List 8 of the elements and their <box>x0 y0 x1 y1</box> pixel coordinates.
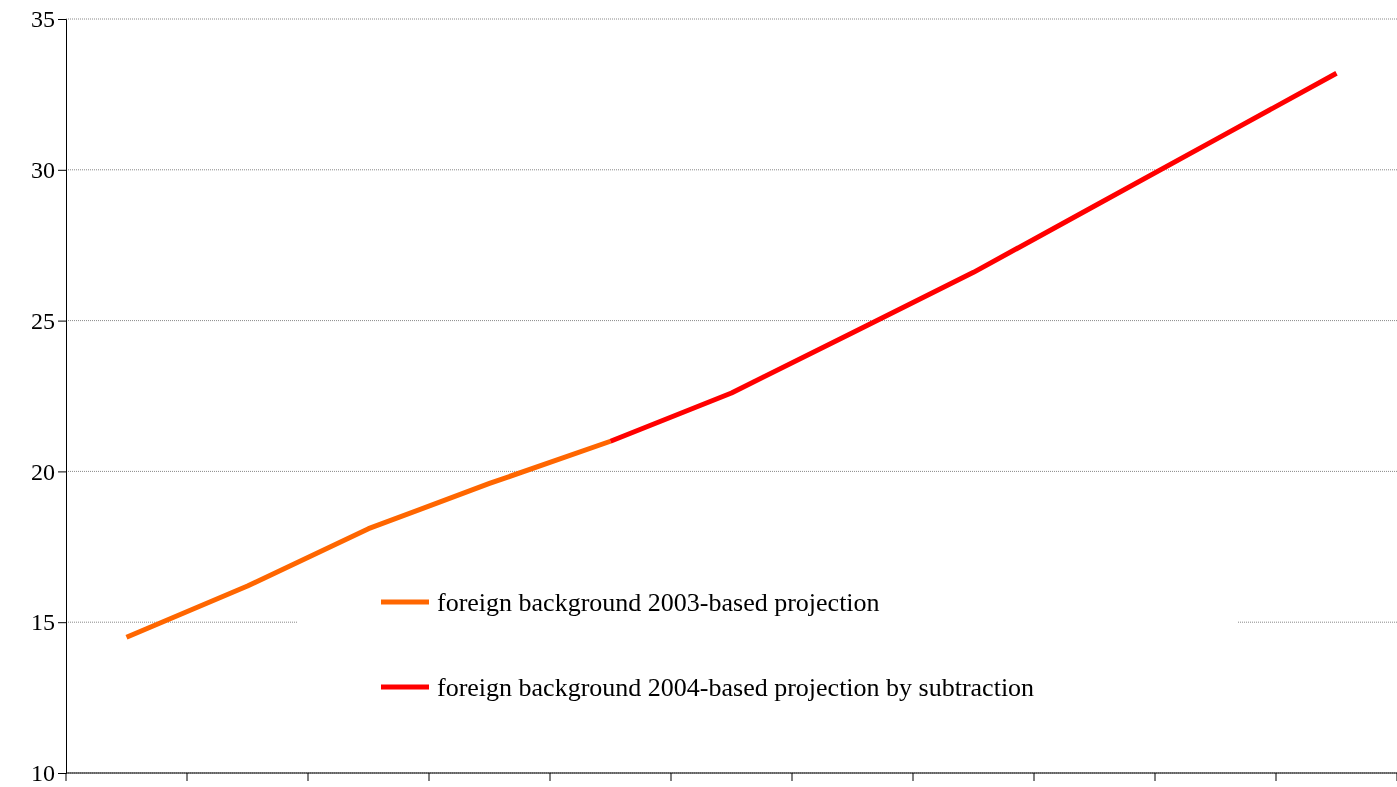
y-tick-label: 30 <box>31 156 55 183</box>
legend-label: foreign background 2004-based projection by subtraction <box>437 673 1035 702</box>
legend-label: foreign background 2003-based projection <box>437 588 880 617</box>
y-tick-label: 25 <box>31 307 55 334</box>
y-tick-label: 15 <box>31 609 55 636</box>
y-tick-label: 20 <box>31 458 55 485</box>
y-tick-label: 35 <box>31 6 55 33</box>
y-tick-label: 10 <box>31 760 55 787</box>
